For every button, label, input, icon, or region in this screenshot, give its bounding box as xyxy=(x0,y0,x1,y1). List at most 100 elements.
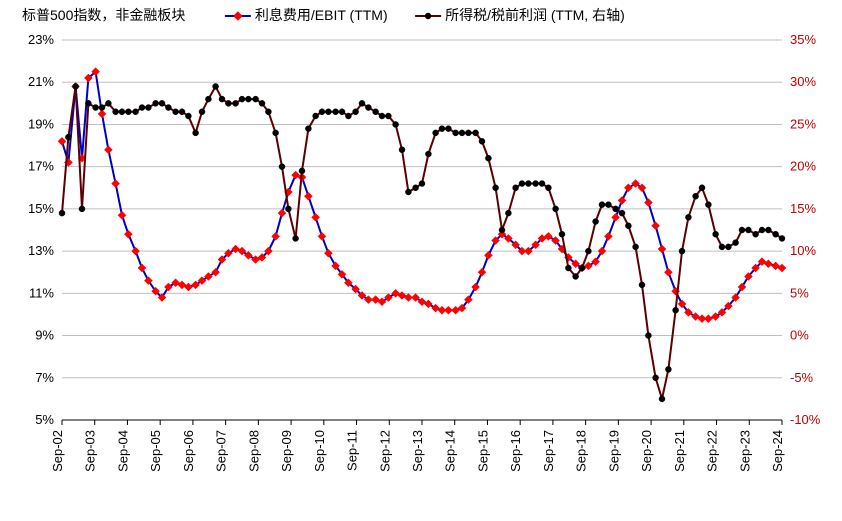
series-marker-tax_pretax xyxy=(579,265,585,271)
x-tick-label: Sep-21 xyxy=(672,430,687,472)
series-marker-tax_pretax xyxy=(99,105,105,111)
series-marker-tax_pretax xyxy=(739,227,745,233)
x-tick-label: Sep-10 xyxy=(312,430,327,472)
series-marker-tax_pretax xyxy=(493,185,499,191)
series-marker-tax_pretax xyxy=(319,109,325,115)
x-tick-label: Sep-20 xyxy=(639,430,654,472)
series-marker-tax_pretax xyxy=(353,109,359,115)
x-tick-label: Sep-12 xyxy=(377,430,392,472)
series-marker-tax_pretax xyxy=(459,130,465,136)
series-marker-tax_pretax xyxy=(479,138,485,144)
y-right-tick-label: 15% xyxy=(790,201,816,216)
series-marker-tax_pretax xyxy=(373,109,379,115)
series-marker-interest_ebit xyxy=(112,180,120,188)
series-marker-tax_pretax xyxy=(513,185,519,191)
y-right-tick-label: 0% xyxy=(790,328,809,343)
series-marker-tax_pretax xyxy=(525,181,531,187)
y-left-tick-label: 17% xyxy=(28,159,54,174)
series-marker-tax_pretax xyxy=(673,307,679,313)
series-marker-tax_pretax xyxy=(393,121,399,127)
series-marker-tax_pretax xyxy=(213,83,219,89)
series-marker-interest_ebit xyxy=(604,232,612,240)
legend-label: 利息费用/EBIT (TTM) xyxy=(255,7,388,23)
series-marker-tax_pretax xyxy=(165,105,171,111)
series-marker-tax_pretax xyxy=(145,105,151,111)
series-marker-interest_ebit xyxy=(704,315,712,323)
series-marker-tax_pretax xyxy=(239,96,245,102)
series-marker-tax_pretax xyxy=(625,223,631,229)
series-marker-interest_ebit xyxy=(124,230,132,238)
legend-marker-icon xyxy=(425,13,431,19)
series-marker-tax_pretax xyxy=(553,206,559,212)
series-marker-tax_pretax xyxy=(265,109,271,115)
series-marker-interest_ebit xyxy=(104,146,112,154)
series-marker-tax_pretax xyxy=(325,109,331,115)
series-marker-tax_pretax xyxy=(439,126,445,132)
y-right-tick-label: 5% xyxy=(790,285,809,300)
series-marker-tax_pretax xyxy=(779,235,785,241)
series-marker-tax_pretax xyxy=(465,130,471,136)
series-marker-tax_pretax xyxy=(385,113,391,119)
series-marker-tax_pretax xyxy=(659,396,665,402)
chart-svg: 5%7%9%11%13%15%17%19%21%23%-10%-5%0%5%10… xyxy=(0,0,842,521)
series-marker-interest_ebit xyxy=(484,251,492,259)
series-marker-tax_pretax xyxy=(293,235,299,241)
x-tick-label: Sep-05 xyxy=(148,430,163,472)
x-tick-label: Sep-14 xyxy=(443,430,458,472)
series-marker-tax_pretax xyxy=(473,130,479,136)
series-marker-tax_pretax xyxy=(593,219,599,225)
series-marker-interest_ebit xyxy=(664,268,672,276)
y-left-tick-label: 11% xyxy=(29,285,54,300)
series-marker-tax_pretax xyxy=(499,227,505,233)
x-tick-label: Sep-15 xyxy=(475,430,490,472)
y-left-tick-label: 7% xyxy=(35,370,54,385)
series-marker-tax_pretax xyxy=(719,244,725,250)
series-marker-tax_pretax xyxy=(759,227,765,233)
series-marker-tax_pretax xyxy=(605,202,611,208)
x-tick-label: Sep-16 xyxy=(508,430,523,472)
series-marker-tax_pretax xyxy=(619,210,625,216)
series-marker-tax_pretax xyxy=(613,206,619,212)
series-marker-interest_ebit xyxy=(652,222,660,230)
series-marker-tax_pretax xyxy=(199,109,205,115)
x-tick-label: Sep-17 xyxy=(541,430,556,472)
legend-title: 标普500指数，非金融板块 xyxy=(22,7,185,23)
x-tick-label: Sep-09 xyxy=(279,430,294,472)
chart-container: 5%7%9%11%13%15%17%19%21%23%-10%-5%0%5%10… xyxy=(0,0,842,521)
series-marker-tax_pretax xyxy=(173,109,179,115)
x-tick-label: Sep-08 xyxy=(246,430,261,472)
series-marker-tax_pretax xyxy=(539,181,545,187)
x-tick-label: Sep-19 xyxy=(606,430,621,472)
y-right-tick-label: -5% xyxy=(790,370,814,385)
series-marker-tax_pretax xyxy=(545,185,551,191)
series-marker-tax_pretax xyxy=(633,244,639,250)
series-marker-tax_pretax xyxy=(65,134,71,140)
series-marker-tax_pretax xyxy=(79,206,85,212)
series-marker-tax_pretax xyxy=(765,227,771,233)
y-right-tick-label: 35% xyxy=(790,32,816,47)
series-marker-tax_pretax xyxy=(419,181,425,187)
y-right-tick-label: 30% xyxy=(790,74,816,89)
series-marker-tax_pretax xyxy=(179,109,185,115)
series-marker-interest_ebit xyxy=(472,283,480,291)
series-marker-tax_pretax xyxy=(773,231,779,237)
y-right-tick-label: 10% xyxy=(790,243,816,258)
x-tick-label: Sep-04 xyxy=(115,430,130,472)
series-marker-tax_pretax xyxy=(653,375,659,381)
series-marker-interest_ebit xyxy=(118,211,126,219)
series-marker-tax_pretax xyxy=(205,96,211,102)
series-marker-interest_ebit xyxy=(272,232,280,240)
series-marker-tax_pretax xyxy=(105,100,111,106)
series-marker-tax_pretax xyxy=(253,96,259,102)
series-marker-tax_pretax xyxy=(505,210,511,216)
x-tick-label: Sep-03 xyxy=(83,430,98,472)
series-marker-tax_pretax xyxy=(665,366,671,372)
series-marker-interest_ebit xyxy=(98,110,106,118)
series-marker-interest_ebit xyxy=(658,245,666,253)
series-marker-interest_ebit xyxy=(612,213,620,221)
x-tick-label: Sep-13 xyxy=(410,430,425,472)
series-marker-interest_ebit xyxy=(304,192,312,200)
series-marker-tax_pretax xyxy=(559,231,565,237)
x-tick-label: Sep-24 xyxy=(770,430,785,472)
series-marker-tax_pretax xyxy=(273,130,279,136)
